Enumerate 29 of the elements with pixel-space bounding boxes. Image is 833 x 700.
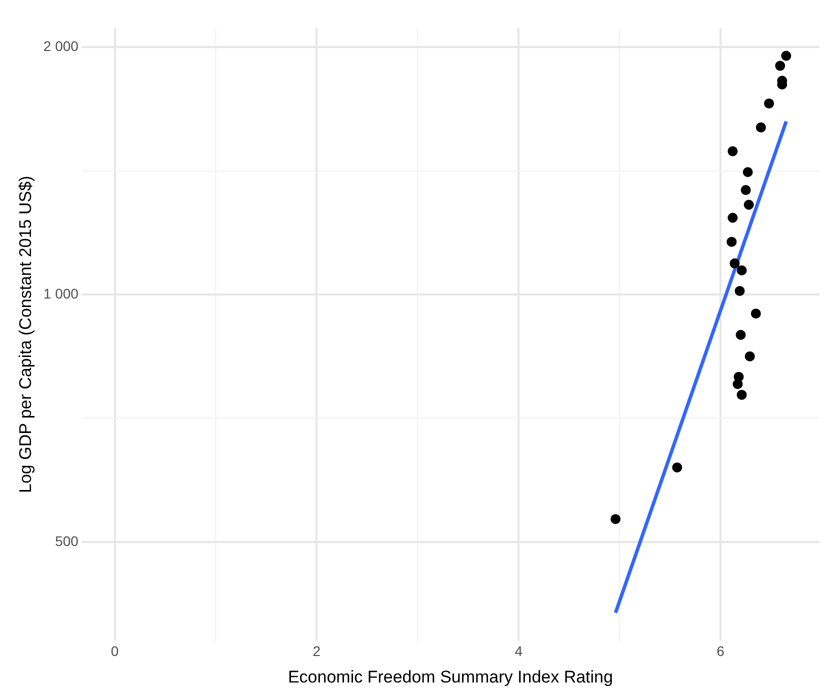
- point: [764, 98, 774, 108]
- x-axis-title: Economic Freedom Summary Index Rating: [288, 667, 613, 686]
- point: [775, 60, 786, 71]
- y-tick-label: 500: [55, 532, 79, 549]
- point: [744, 200, 754, 210]
- point: [736, 265, 747, 276]
- y-tick-label: 2 000: [43, 38, 79, 54]
- point: [742, 167, 753, 178]
- point: [740, 185, 751, 196]
- y-tick-label: 1 000: [43, 285, 79, 302]
- x-tick-label: 6: [716, 643, 725, 660]
- point: [750, 308, 761, 319]
- point: [756, 122, 766, 132]
- point: [672, 462, 682, 472]
- point: [728, 146, 738, 156]
- point: [781, 50, 792, 61]
- point: [728, 212, 738, 223]
- x-tick-label: 4: [514, 643, 523, 660]
- point: [726, 236, 737, 247]
- point: [730, 258, 740, 268]
- point: [744, 351, 755, 362]
- point: [736, 330, 746, 340]
- x-tick-label: 0: [110, 643, 119, 660]
- x-tick-label: 2: [312, 643, 321, 660]
- point: [734, 286, 745, 296]
- y-axis-title: Log GDP per Capita (Constant 2015 US$): [16, 176, 35, 493]
- point: [610, 514, 621, 524]
- point: [736, 390, 747, 400]
- point: [732, 379, 743, 390]
